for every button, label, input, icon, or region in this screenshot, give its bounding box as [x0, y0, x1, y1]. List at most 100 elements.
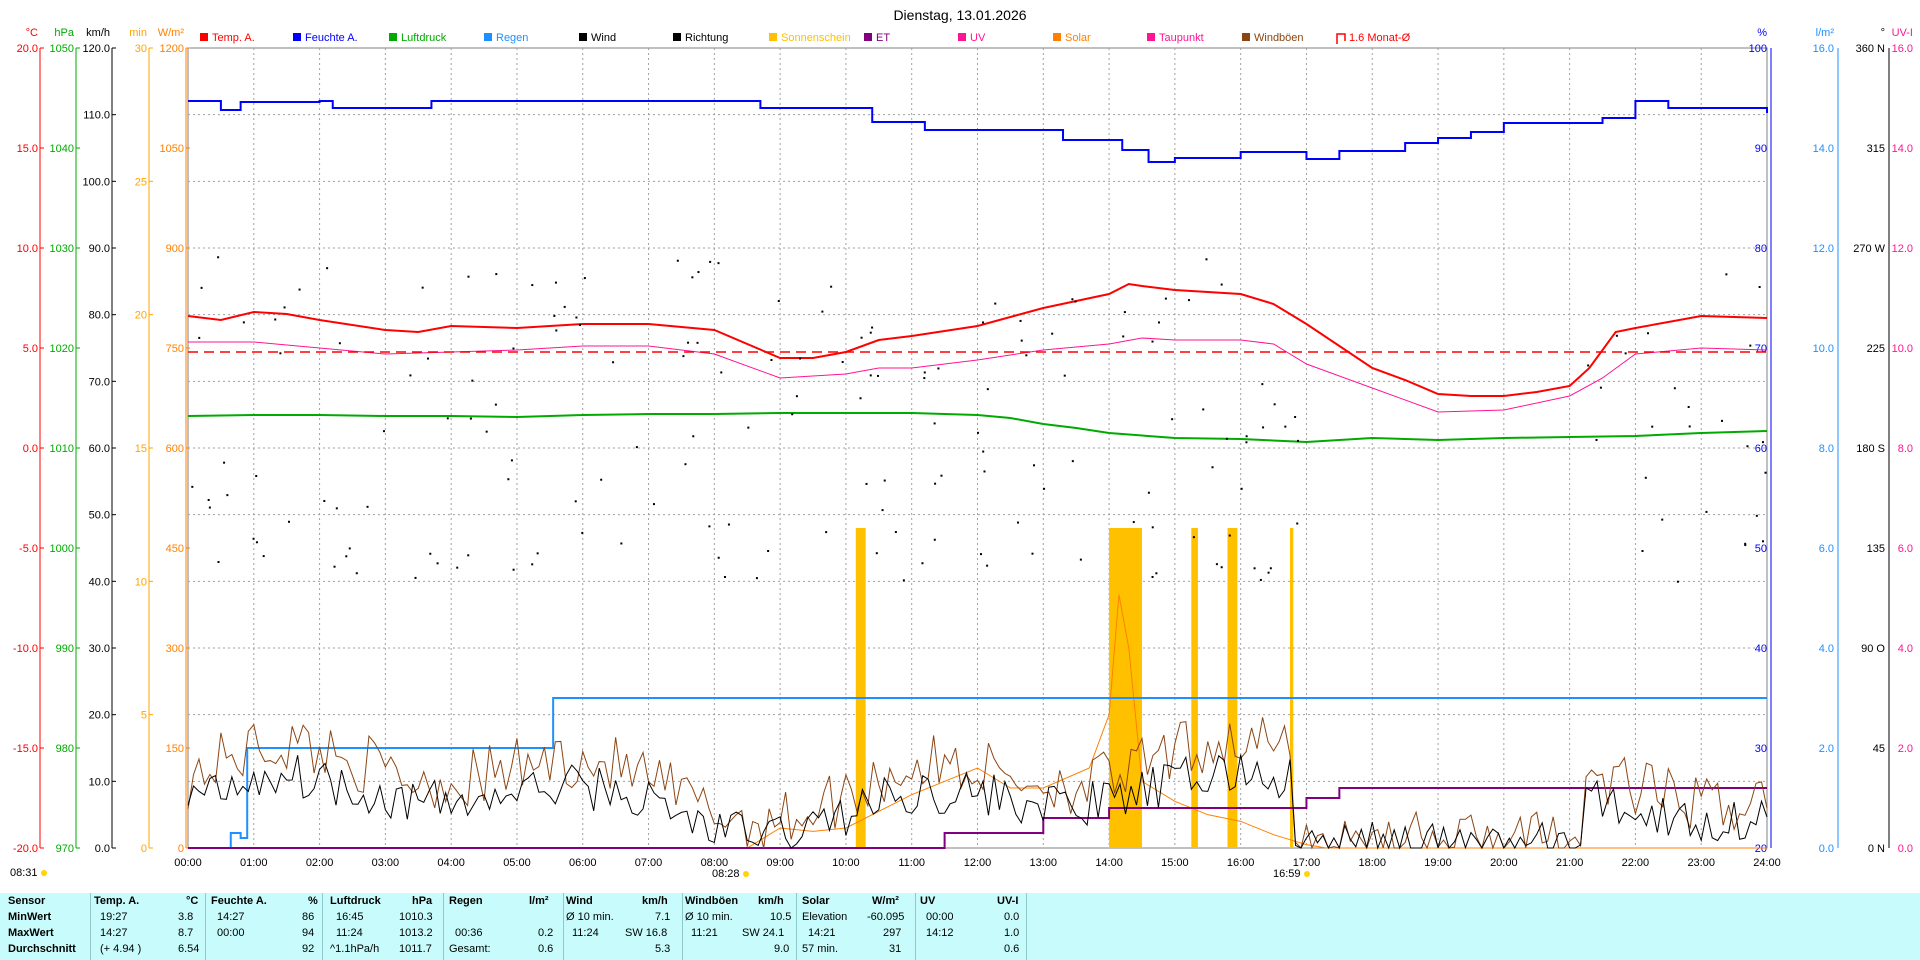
legend-label: 1.6 Monat-Ø — [1349, 32, 1411, 44]
axis-tick-label-right: 4.0 — [1819, 643, 1834, 655]
direction-dot — [1245, 441, 1248, 444]
axis-tick-label-left: 1040 — [50, 143, 74, 155]
direction-dot — [825, 531, 828, 534]
legend-swatch — [958, 33, 966, 41]
direction-dot — [1079, 558, 1082, 561]
feuchte-a-line — [188, 100, 1768, 163]
direction-dot — [274, 318, 277, 321]
direction-dot — [687, 341, 690, 344]
stats-header-press-unit: hPa — [412, 895, 433, 907]
axis-tick-label-right: 315 — [1867, 143, 1885, 155]
direction-dot — [1746, 445, 1749, 448]
direction-dot — [1599, 386, 1602, 389]
direction-dot — [581, 531, 584, 534]
direction-dot — [934, 482, 937, 485]
axis-tick-label-left: 10.0 — [89, 776, 110, 788]
stats-rain-value: 0.2 — [538, 927, 554, 939]
axis-tick-label-left: 1000 — [50, 543, 74, 555]
direction-dot — [200, 286, 203, 289]
axis-unit-right: UV-I — [1892, 27, 1913, 39]
sun-marker-label: 08:28 — [712, 868, 740, 880]
direction-dot — [881, 509, 884, 512]
direction-dot — [1158, 321, 1161, 324]
direction-dot — [1211, 466, 1214, 469]
direction-dot — [510, 459, 513, 462]
legend-swatch — [200, 33, 208, 41]
direction-dot — [977, 431, 980, 434]
stats-header-gust: Windböen — [685, 895, 739, 907]
direction-dot — [876, 374, 879, 377]
stats-header-hum: Feuchte A. — [211, 895, 267, 907]
axis-tick-label-left: 150 — [166, 743, 184, 755]
stats-wind-time: Ø 10 min. — [566, 911, 614, 923]
stats-gust-value: 9.0 — [774, 943, 790, 955]
direction-dot — [574, 500, 577, 503]
stats-solar-value: 31 — [889, 943, 902, 955]
legend-swatch — [1242, 33, 1250, 41]
stats-gust-value: 10.5 — [770, 911, 792, 923]
direction-dot — [1123, 311, 1126, 314]
axis-tick-label-left: 0 — [141, 843, 147, 855]
direction-dot — [575, 316, 578, 319]
stats-header-uv-unit: UV-I — [997, 895, 1019, 907]
direction-dot — [1595, 438, 1598, 441]
direction-dot — [355, 572, 358, 575]
direction-dot — [326, 267, 329, 270]
solarline — [188, 594, 1767, 849]
direction-dot — [871, 326, 874, 329]
direction-dot — [333, 565, 336, 568]
axis-tick-label-right: 270 W — [1853, 243, 1885, 255]
legend-swatch — [1147, 33, 1155, 41]
direction-dot — [723, 575, 726, 578]
direction-dot — [979, 553, 982, 556]
direction-dot — [767, 549, 770, 552]
x-tick-label: 18:00 — [1358, 857, 1386, 869]
axis-tick-label-right: 8.0 — [1819, 443, 1834, 455]
legend-swatch — [579, 33, 587, 41]
axis-tick-label-left: 20.0 — [17, 43, 38, 55]
legend-label: Windböen — [1254, 32, 1304, 44]
direction-dot — [933, 422, 936, 425]
grid — [187, 47, 1768, 849]
stats-header-rain: Regen — [449, 895, 483, 907]
direction-dot — [207, 498, 210, 501]
axis-tick-label-left: 1020 — [50, 343, 74, 355]
axis-tick-label-left: 980 — [56, 743, 74, 755]
axis-tick-label-left: 20.0 — [89, 710, 110, 722]
stats-wind-value: 5.3 — [655, 943, 671, 955]
axis-tick-label-left: 0 — [178, 843, 184, 855]
direction-dot — [875, 552, 878, 555]
sunshine-bar — [1109, 528, 1142, 848]
x-tick-label: 02:00 — [306, 857, 334, 869]
axis-unit-left: W/m² — [158, 27, 185, 39]
direction-dot — [467, 275, 470, 278]
stats-header-uv: UV — [920, 895, 936, 907]
direction-dot — [697, 271, 700, 274]
direction-dot — [583, 277, 586, 280]
direction-dot — [1624, 352, 1627, 355]
axis-unit-right: % — [1757, 27, 1767, 39]
x-tick-label: 10:00 — [832, 857, 860, 869]
legend-swatch — [1053, 33, 1061, 41]
legend-label: Richtung — [685, 32, 728, 44]
axis-tick-label-right: 0 N — [1868, 843, 1885, 855]
stats-hum-value: 86 — [302, 911, 315, 923]
direction-dot — [1071, 298, 1074, 301]
x-axis: 00:00 01:00 02:00 03:00 04:00 05:00 06:00 07:00… — [174, 857, 1781, 869]
direction-dot — [717, 262, 720, 265]
direction-dot — [1020, 339, 1023, 342]
direction-dot — [860, 336, 863, 339]
direction-dot — [1215, 563, 1218, 566]
axis-tick-label-left: -10.0 — [13, 643, 38, 655]
sunshine-bar — [1191, 528, 1198, 848]
axis-tick-label-left: 90.0 — [89, 243, 110, 255]
temp-a-line — [187, 282, 1768, 397]
direction-dot — [512, 568, 515, 571]
stats-header-hum-unit: % — [308, 895, 318, 907]
direction-dot — [414, 576, 417, 579]
x-tick-label: 13:00 — [1030, 857, 1058, 869]
direction-dot — [1294, 415, 1297, 418]
axis-tick-label-right: 90 O — [1861, 643, 1885, 655]
direction-dot — [709, 260, 712, 263]
x-tick-label: 00:00 — [174, 857, 202, 869]
